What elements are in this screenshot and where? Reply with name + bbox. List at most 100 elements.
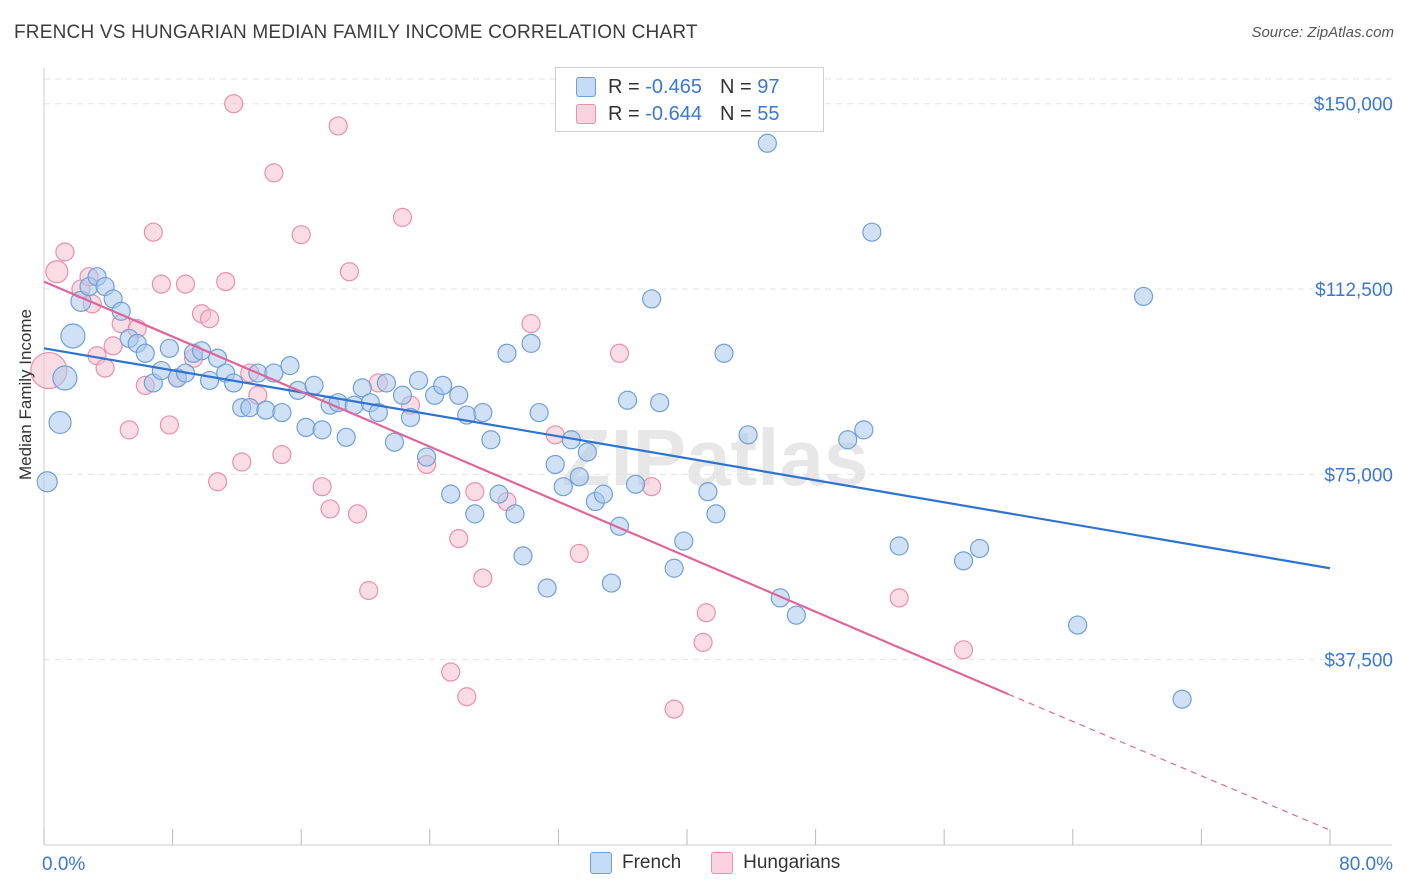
axes [43,68,1392,846]
hungarians-legend-label: Hungarians [743,852,841,873]
french-point [537,578,557,598]
series-legend: French Hungarians [590,852,870,874]
french-swatch [576,77,596,97]
hungarians-point [55,242,75,262]
french-point [199,370,220,391]
y-tick-label: $37,500 [1324,651,1393,672]
hungarians-points [30,94,974,719]
hungarians-point [449,528,469,549]
hungarians-point [889,588,909,608]
hungarians-point [328,116,348,136]
french-point [400,407,421,428]
x-tick-label: 80.0% [1339,854,1393,875]
french-point [577,442,597,462]
french-point [336,427,356,447]
y-tick-label: $112,500 [1315,280,1393,301]
hungarians-point [609,343,630,363]
hungarians-point [272,444,292,465]
hungarians-trendline [43,280,1009,696]
french-point [838,430,858,450]
french-point [505,504,525,524]
french-point [48,410,72,435]
french-point [617,390,638,410]
french-point [889,536,909,556]
x-tick-label: 0.0% [42,854,85,875]
hungarians-point [232,452,252,472]
legend-item-hungarians: Hungarians [711,852,840,874]
french-point [416,447,437,467]
hungarians-point [457,687,477,707]
hungarians-point [320,499,340,519]
n-label: N = [719,75,752,98]
hungarians-point [347,504,368,524]
hungarians-point [95,358,115,378]
french-n-value: 97 [757,75,780,98]
hungarians-point [642,477,662,497]
french-point [664,558,684,578]
french-point [52,365,78,391]
french-point [553,477,573,497]
y-tick-label: $75,000 [1324,465,1393,486]
hungarians-point [339,262,360,282]
y-axis-label: Median Family Income [16,308,35,480]
french-point [521,333,541,353]
hungarians-point [291,225,311,245]
french-point [352,378,372,398]
hungarians-n-value: 55 [757,102,780,125]
hungarians-r-value: -0.644 [645,102,702,125]
french-point [376,373,396,393]
french-point [392,385,413,405]
french-legend-swatch [590,852,612,874]
hungarians-point [696,603,716,623]
french-point [368,402,388,423]
french-point [256,400,276,420]
hungarians-point [359,580,379,601]
source-credit: Source: ZipAtlas.com [1251,24,1394,41]
stats-legend: R = -0.465 N = 97 R = -0.644 N = 55 [555,67,824,132]
x-tick-labels: 0.0% 80.0% [42,854,1393,875]
french-point [529,402,549,423]
french-legend-label: French [622,852,682,873]
french-r-value: -0.465 [645,75,702,98]
hungarians-point [159,415,179,435]
french-point [441,484,461,504]
hungarians-point [693,632,713,652]
french-point [757,133,777,153]
french-point [969,538,990,559]
french-point [650,393,670,413]
french-point [1133,286,1154,307]
hungarians-point [224,94,244,114]
french-point [135,343,155,363]
legend-item-french: French [590,852,681,874]
french-point [159,338,179,358]
hungarians-swatch [576,104,596,124]
french-point [706,504,726,524]
french-points [36,133,1192,709]
french-point [280,356,300,376]
legend-row-french: R = -0.465 N = 97 [576,74,779,100]
french-point [465,504,485,524]
french-point [770,588,790,608]
hungarians-point [45,260,69,284]
french-point [384,432,405,452]
hungarians-point [569,543,589,564]
chart-title: FRENCH VS HUNGARIAN MEDIAN FAMILY INCOME… [14,22,698,43]
french-point [240,398,260,418]
hungarians-point [199,309,220,329]
french-point [862,222,882,242]
french-point [569,467,589,487]
french-point [449,385,469,405]
french-point [545,454,565,475]
french-point [481,430,501,450]
hungarians-legend-swatch [711,852,734,874]
french-point [601,573,622,593]
french-point [738,425,758,445]
french-point [473,402,493,423]
hungarians-point [151,274,171,294]
french-point [642,289,662,309]
trendlines [43,280,1331,831]
hungarians-point [175,274,196,294]
french-trendline [43,347,1331,570]
french-point [36,471,58,493]
